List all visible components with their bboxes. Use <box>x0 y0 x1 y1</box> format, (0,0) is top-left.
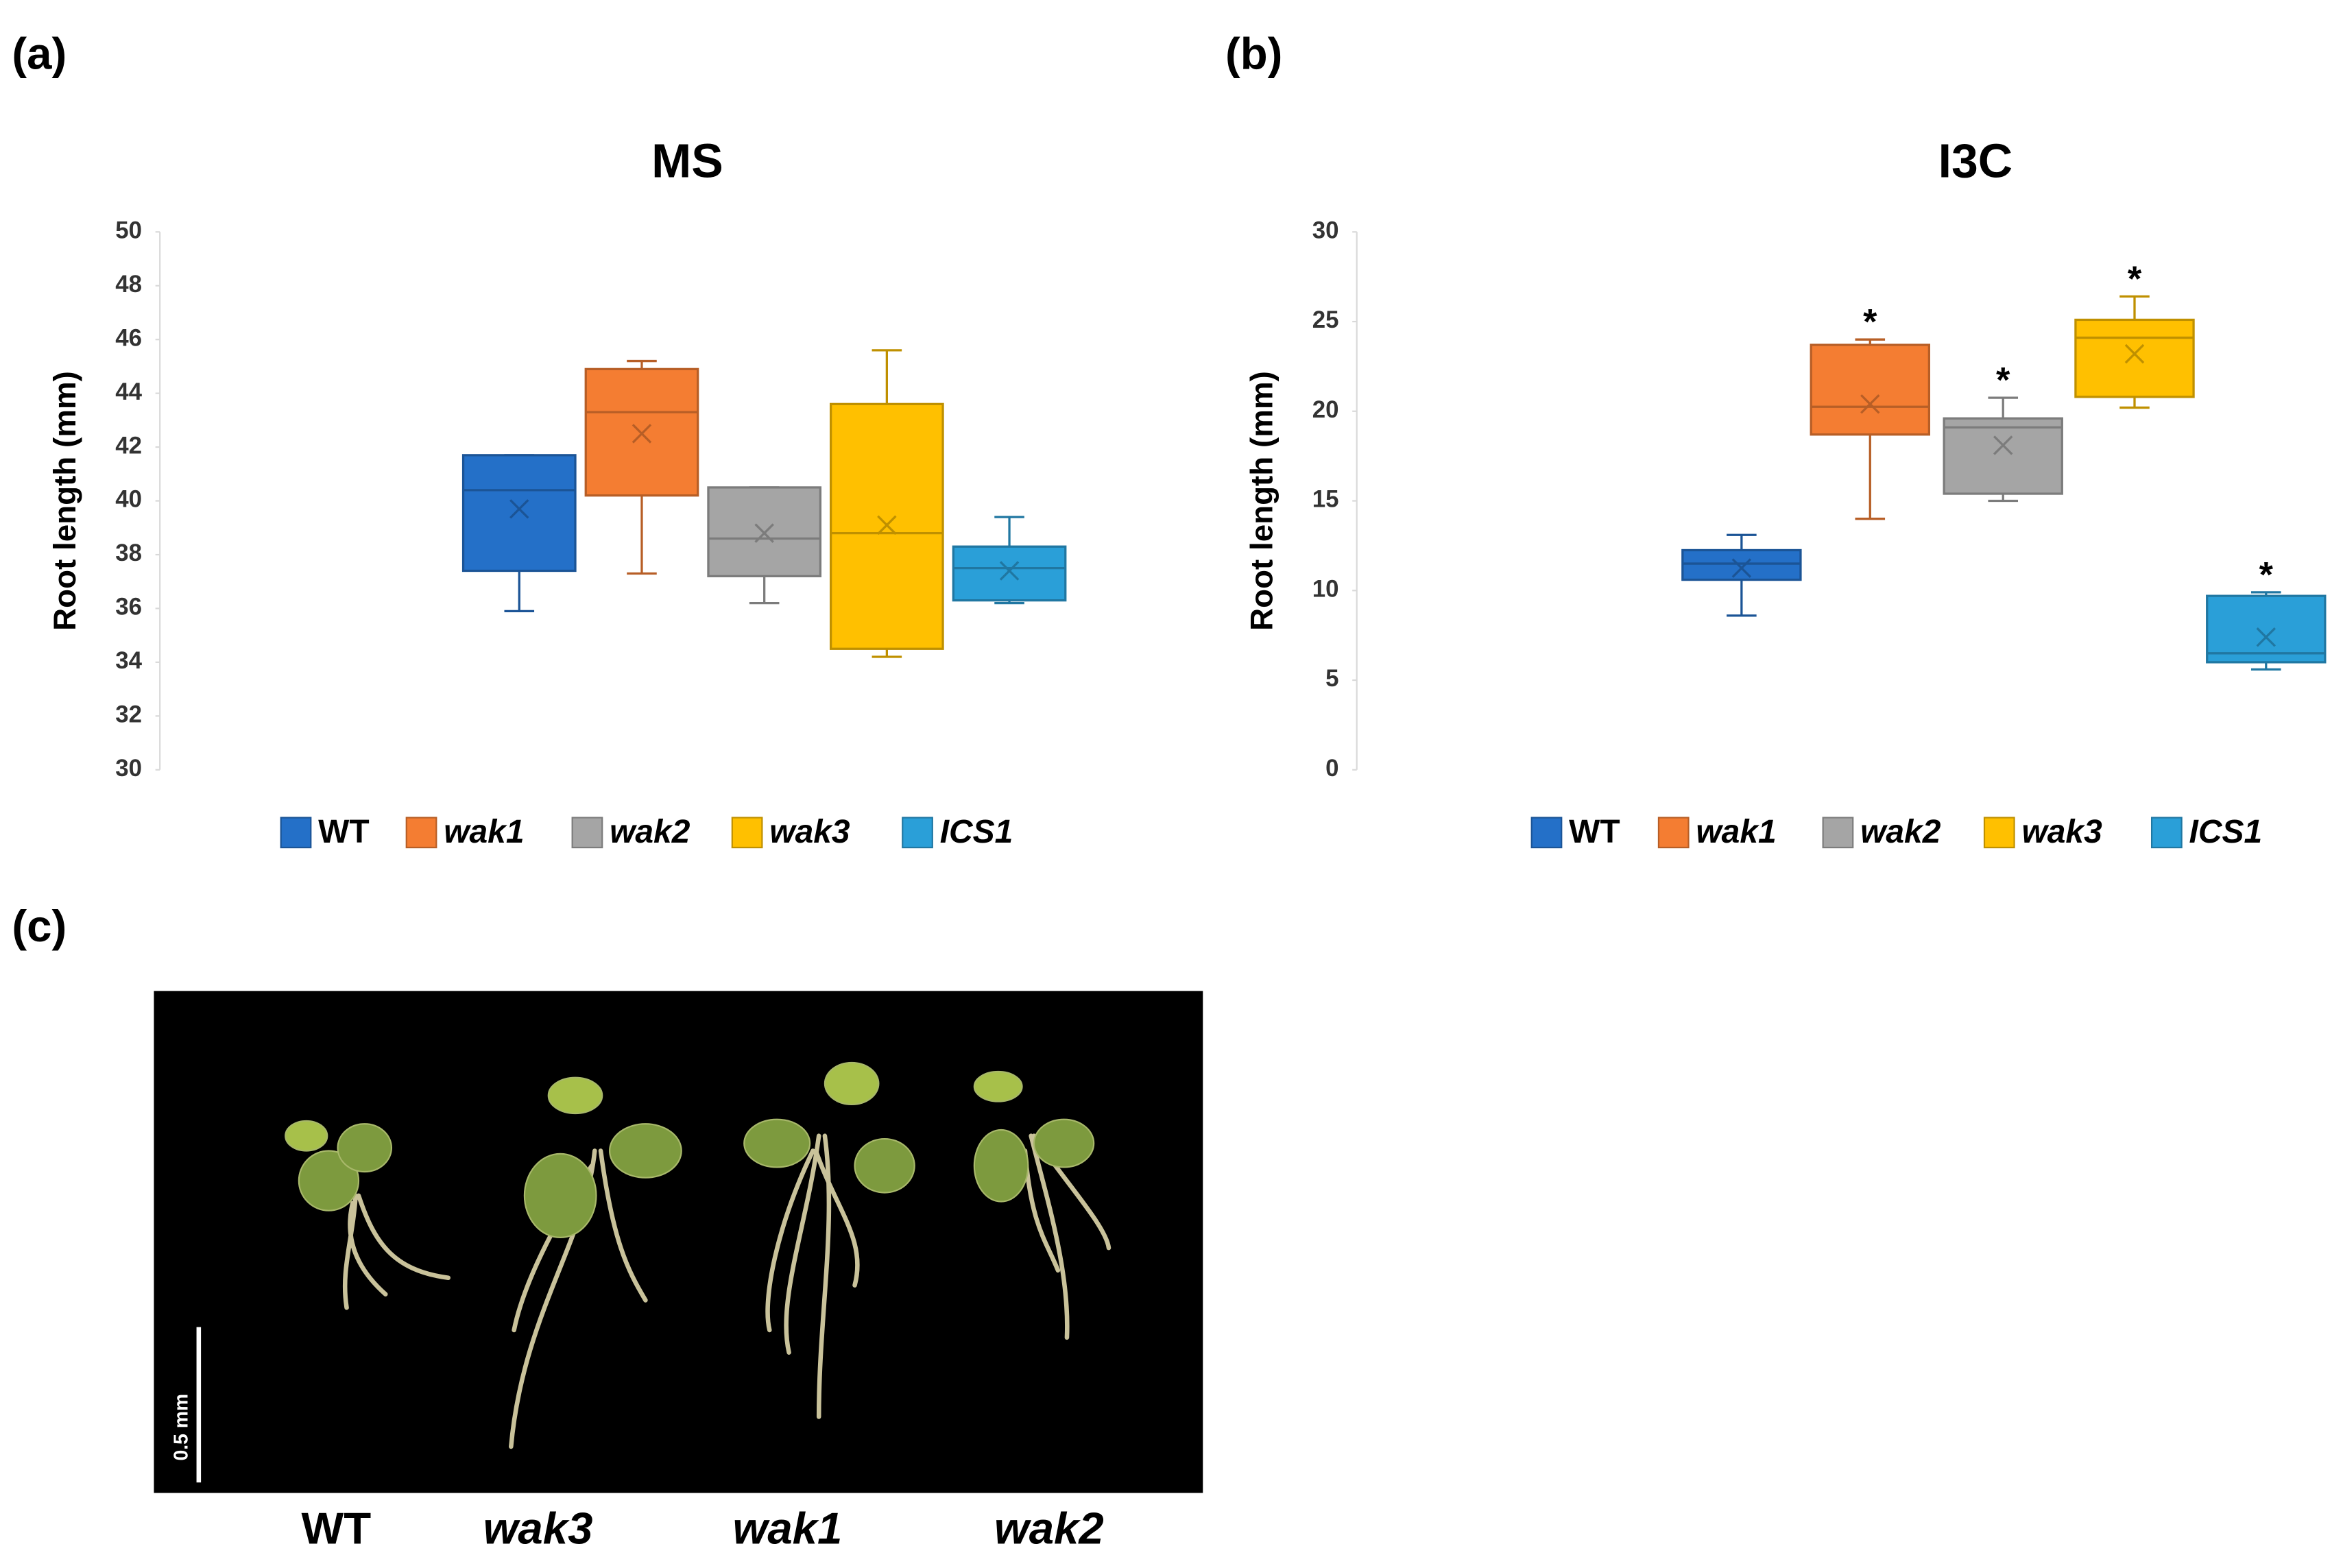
legend-label: WT <box>1569 814 1620 850</box>
legend-label: wak2 <box>610 814 690 850</box>
scale-label: 0.5 mm <box>170 1394 192 1461</box>
chart-title: I3C <box>1938 134 2012 188</box>
photo-label: wak2 <box>994 1503 1104 1553</box>
box <box>461 454 577 572</box>
mean-marker <box>2256 627 2276 647</box>
box <box>952 545 1067 602</box>
y-tick-label: 40 <box>115 486 142 513</box>
box <box>2074 318 2195 398</box>
y-tick-label: 10 <box>1312 575 1339 602</box>
y-tick-label: 34 <box>115 647 142 674</box>
legend-swatch <box>731 817 763 849</box>
panel-label: (b) <box>1225 29 1282 79</box>
mean-marker <box>509 499 529 519</box>
legend-swatch <box>1657 817 1690 849</box>
legend-label: wak3 <box>2021 814 2102 850</box>
box <box>1681 548 1802 581</box>
legend-label: WT <box>318 814 370 850</box>
box <box>2206 594 2327 664</box>
mean-marker <box>1993 435 2013 455</box>
panel-label: (a) <box>12 29 67 79</box>
significance: * <box>1863 302 1877 342</box>
legend-label: wak2 <box>1860 814 1941 850</box>
photo-label: wak3 <box>483 1503 593 1553</box>
legend-label: wak1 <box>1696 814 1776 850</box>
y-tick-label: 32 <box>115 701 142 728</box>
legend-label: ICS1 <box>940 814 1013 850</box>
y-tick-label: 20 <box>1312 396 1339 423</box>
y-tick-label: 30 <box>115 755 142 782</box>
box <box>1943 417 2063 495</box>
mean-marker <box>1731 558 1752 578</box>
panel-label: (c) <box>12 901 67 951</box>
significance: * <box>2259 555 2274 595</box>
legend-label: wak1 <box>444 814 524 850</box>
y-tick-label: 15 <box>1312 486 1339 513</box>
y-tick-label: 25 <box>1312 306 1339 333</box>
mean-marker <box>632 424 652 444</box>
legend-swatch <box>902 817 933 849</box>
y-tick-label: 46 <box>115 324 142 351</box>
y-tick-label: 38 <box>115 540 142 566</box>
y-tick-label: 50 <box>115 217 142 243</box>
photo-label: WT <box>302 1503 372 1553</box>
legend-label: wak3 <box>769 814 850 850</box>
y-axis-label: Root length (mm) <box>47 371 82 631</box>
legend-swatch <box>1530 817 1563 849</box>
y-tick-label: 36 <box>115 594 142 620</box>
y-tick-label: 44 <box>115 378 142 405</box>
mean-marker <box>877 515 897 535</box>
chart-title: MS <box>651 134 723 188</box>
y-axis-label: Root length (mm) <box>1245 371 1279 631</box>
legend-swatch <box>571 817 603 849</box>
legend-swatch <box>2150 817 2183 849</box>
legend-swatch <box>1983 817 2015 849</box>
y-tick-label: 0 <box>1325 755 1338 782</box>
legend-swatch <box>405 817 437 849</box>
leaves <box>285 1061 1095 1238</box>
legend-swatch <box>1822 817 1854 849</box>
legend-swatch <box>280 817 312 849</box>
box <box>1810 343 1930 436</box>
mean-marker <box>2124 343 2145 364</box>
y-tick-label: 5 <box>1325 665 1338 692</box>
mean-marker <box>999 561 1020 581</box>
y-tick-label: 48 <box>115 271 142 298</box>
mean-marker <box>754 523 774 543</box>
legend-label: ICS1 <box>2189 814 2263 850</box>
significance: * <box>2128 259 2142 299</box>
y-tick-label: 42 <box>115 432 142 459</box>
photo-label: wak1 <box>732 1503 842 1553</box>
significance: * <box>1996 361 2010 400</box>
y-tick-label: 30 <box>1312 217 1339 243</box>
photo <box>154 991 1203 1493</box>
mean-marker <box>1860 394 1880 414</box>
